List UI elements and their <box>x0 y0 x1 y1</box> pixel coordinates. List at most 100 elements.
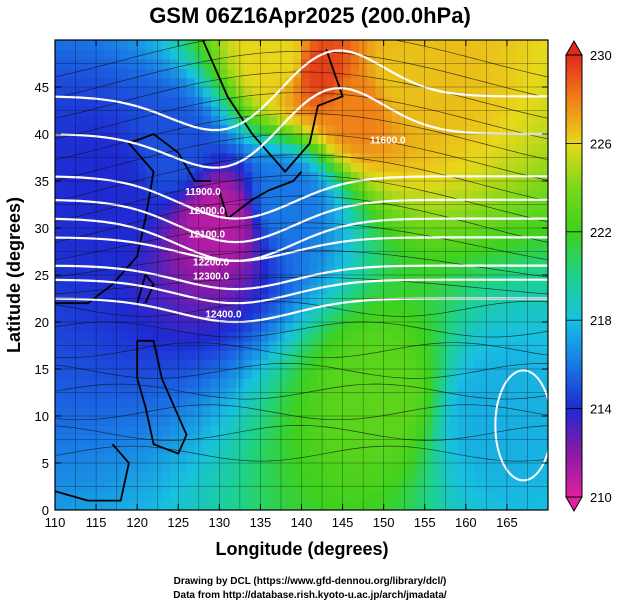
field-cell <box>252 444 262 455</box>
field-cell <box>400 134 409 144</box>
field-cell <box>391 87 401 97</box>
field-cell <box>252 68 262 79</box>
field-cell <box>498 162 508 173</box>
field-cell <box>211 228 220 238</box>
field-cell <box>506 425 516 436</box>
field-cell <box>515 444 524 455</box>
field-cell <box>194 350 204 361</box>
field-cell <box>482 256 492 267</box>
field-cell <box>55 369 64 379</box>
field-cell <box>79 209 89 220</box>
field-cell <box>96 171 105 182</box>
field-cell <box>408 359 418 370</box>
field-cell <box>178 303 188 314</box>
field-cell <box>391 209 401 220</box>
field-cell <box>391 124 401 135</box>
field-cell <box>276 105 286 116</box>
field-cell <box>79 190 89 201</box>
field-cell <box>441 143 450 154</box>
field-cell <box>252 331 262 342</box>
field-cell <box>301 152 311 163</box>
field-cell <box>383 472 393 483</box>
field-cell <box>432 181 442 191</box>
field-cell <box>178 331 188 342</box>
field-cell <box>219 293 229 304</box>
field-cell <box>342 58 352 69</box>
field-cell <box>260 265 270 276</box>
field-cell <box>227 87 237 97</box>
field-cell <box>137 331 146 342</box>
field-cell <box>465 68 475 79</box>
field-cell <box>268 256 278 267</box>
y-tick-label: 30 <box>35 221 49 236</box>
field-cell <box>63 256 73 267</box>
field-cell <box>252 96 262 107</box>
field-cell <box>309 40 319 50</box>
field-cell <box>268 115 278 126</box>
field-cell <box>465 105 475 116</box>
field-cell <box>506 218 516 229</box>
field-cell <box>309 58 319 69</box>
field-cell <box>367 190 377 201</box>
field-cell <box>523 322 533 332</box>
colorbar-bar <box>565 54 583 498</box>
field-cell <box>71 500 81 510</box>
field-cell <box>334 444 344 455</box>
field-cell <box>63 181 73 191</box>
field-cell <box>145 40 155 50</box>
field-cell <box>531 143 541 154</box>
field-cell <box>539 463 548 473</box>
field-cell <box>55 359 64 370</box>
field-cell <box>63 105 73 116</box>
field-cell <box>400 369 409 379</box>
field-cell <box>359 369 368 379</box>
field-cell <box>375 181 385 191</box>
field-cell <box>235 500 245 510</box>
field-cell <box>87 171 97 182</box>
field-cell <box>490 68 500 79</box>
field-cell <box>506 181 516 191</box>
field-cell <box>367 246 377 257</box>
field-cell <box>506 162 516 173</box>
field-cell <box>243 265 253 276</box>
field-cell <box>55 115 64 126</box>
field-cell <box>400 359 409 370</box>
field-cell <box>235 265 245 276</box>
field-cell <box>342 378 352 389</box>
field-cell <box>482 340 492 351</box>
field-cell <box>309 359 319 370</box>
field-cell <box>326 115 335 126</box>
field-cell <box>235 359 245 370</box>
field-cell <box>178 472 188 483</box>
field-cell <box>202 416 212 426</box>
field-cell <box>490 152 500 163</box>
field-cell <box>375 58 385 69</box>
field-cell <box>145 350 155 361</box>
field-cell <box>260 340 270 351</box>
field-cell <box>506 87 516 97</box>
field-cell <box>515 265 524 276</box>
field-cell <box>161 481 171 492</box>
field-cell <box>153 425 163 436</box>
field-cell <box>63 218 73 229</box>
field-cell <box>71 256 81 267</box>
field-cell <box>252 303 262 314</box>
field-cell <box>211 68 220 79</box>
field-cell <box>79 152 89 163</box>
field-cell <box>145 284 155 295</box>
field-cell <box>408 256 418 267</box>
field-cell <box>342 425 352 436</box>
field-cell <box>293 265 303 276</box>
field-cell <box>334 58 344 69</box>
field-cell <box>137 312 146 323</box>
field-cell <box>293 181 303 191</box>
field-cell <box>235 444 245 455</box>
field-cell <box>63 369 73 379</box>
field-cell <box>71 152 81 163</box>
field-cell <box>145 481 155 492</box>
field-cell <box>276 115 286 126</box>
field-cell <box>71 444 81 455</box>
field-cell <box>96 115 105 126</box>
field-cell <box>194 481 204 492</box>
field-cell <box>79 162 89 173</box>
